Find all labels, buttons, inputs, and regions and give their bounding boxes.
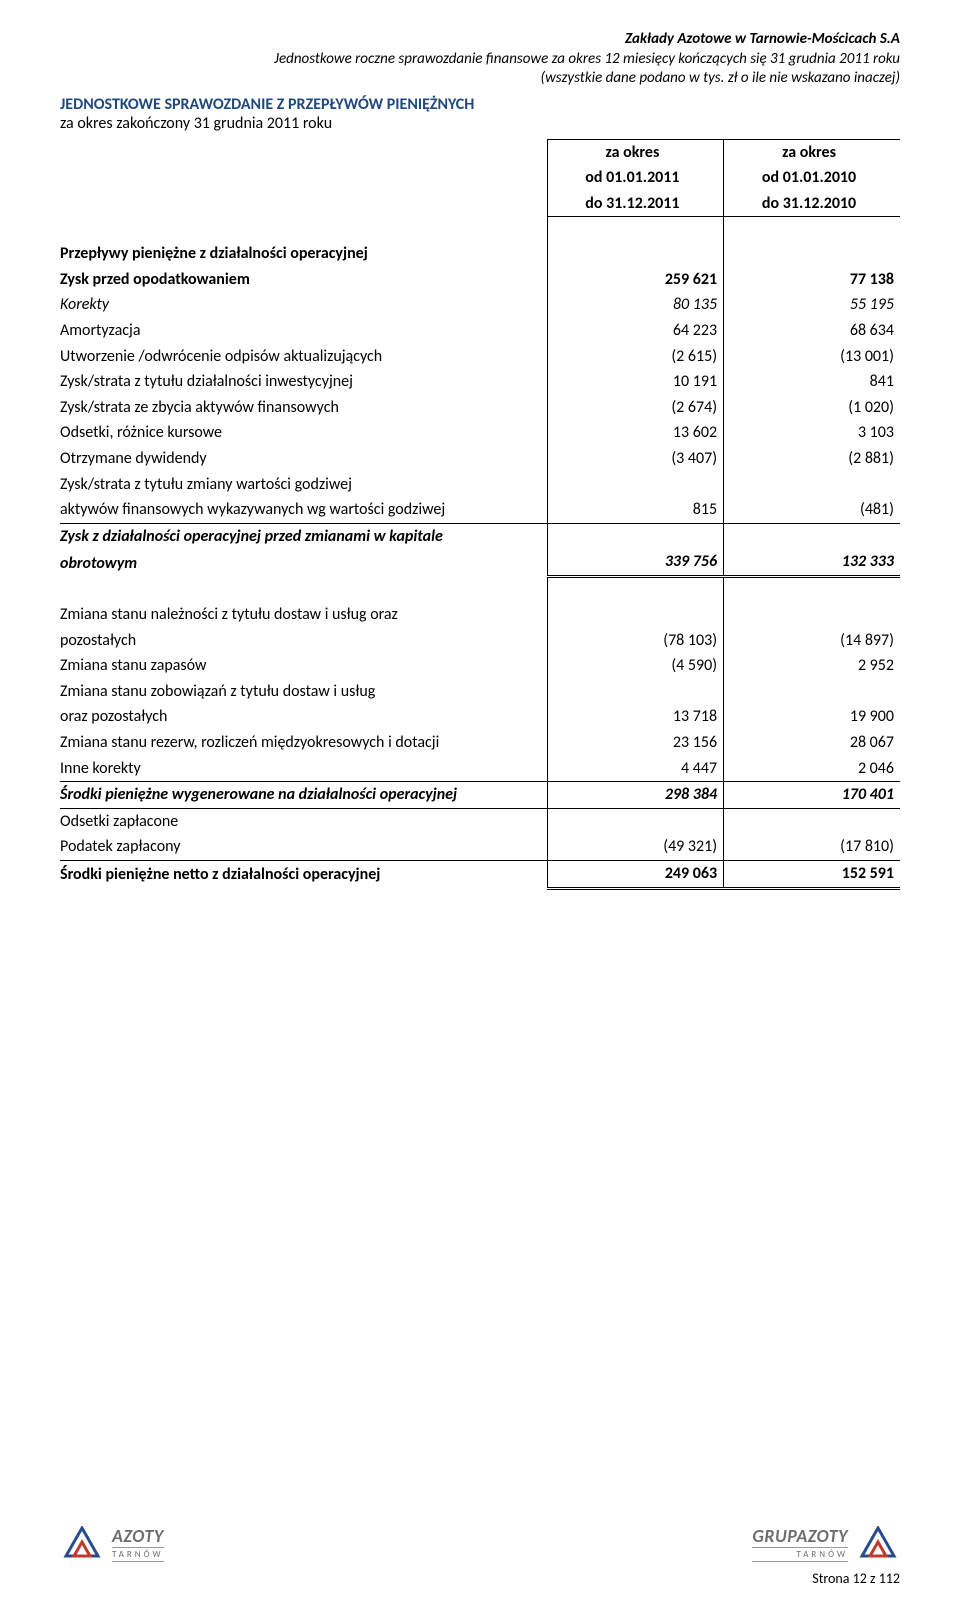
total-row: Środki pieniężne netto z działalności op… — [60, 860, 900, 888]
table-row: Zmiana stanu należności z tytułu dostaw … — [60, 602, 900, 628]
subtotal-row: Środki pieniężne wygenerowane na działal… — [60, 782, 900, 809]
col2-l3: do 31.12.2010 — [724, 191, 900, 217]
table-row: Inne korekty 4 447 2 046 — [60, 756, 900, 782]
table-row: aktywów finansowych wykazywanych wg wart… — [60, 497, 900, 523]
col1-l3: do 31.12.2011 — [547, 191, 723, 217]
header-line2: Jednostkowe roczne sprawozdanie finansow… — [60, 50, 900, 70]
table-row: Zmiana stanu zobowiązań z tytułu dostaw … — [60, 679, 900, 705]
subtotal-row: obrotowym 339 756 132 333 — [60, 549, 900, 576]
col1-l2: od 01.01.2011 — [547, 165, 723, 191]
table-row: Zysk/strata z tytułu zmiany wartości god… — [60, 472, 900, 498]
col2-l2: od 01.01.2010 — [724, 165, 900, 191]
header-line3: (wszystkie dane podano w tys. zł o ile n… — [60, 69, 900, 89]
table-row: Utworzenie /odwrócenie odpisów aktualizu… — [60, 344, 900, 370]
table-row: Zmiana stanu zapasów (4 590) 2 952 — [60, 653, 900, 679]
logo-right: GRUPAZOTY TARNÓW — [752, 1525, 900, 1562]
table-row: Podatek zapłacony (49 321) (17 810) — [60, 834, 900, 860]
cashflow-table: za okres za okres od 01.01.2011 od 01.01… — [60, 139, 900, 890]
statement-subtitle: za okres zakończony 31 grudnia 2011 roku — [60, 114, 900, 133]
col2-l1: za okres — [724, 139, 900, 165]
table-row: Odsetki, różnice kursowe 13 602 3 103 — [60, 420, 900, 446]
logo-left: AZOTY TARNÓW — [60, 1525, 164, 1562]
column-header-row: od 01.01.2011 od 01.01.2010 — [60, 165, 900, 191]
table-row: Odsetki zapłacone — [60, 808, 900, 834]
col1-l1: za okres — [547, 139, 723, 165]
column-header-row: do 31.12.2011 do 31.12.2010 — [60, 191, 900, 217]
table-row: Zysk/strata ze zbycia aktywów finansowyc… — [60, 395, 900, 421]
table-row: Zmiana stanu rezerw, rozliczeń międzyokr… — [60, 730, 900, 756]
table-row: Otrzymane dywidendy (3 407) (2 881) — [60, 446, 900, 472]
table-row: oraz pozostałych 13 718 19 900 — [60, 704, 900, 730]
table-row: Zysk/strata z tytułu działalności inwest… — [60, 369, 900, 395]
table-row: Amortyzacja 64 223 68 634 — [60, 318, 900, 344]
logo-grupa-icon — [856, 1526, 900, 1562]
document-header: Zakłady Azotowe w Tarnowie-Mościcach S.A… — [60, 30, 900, 89]
table-row: Korekty 80 135 55 195 — [60, 292, 900, 318]
header-company: Zakłady Azotowe w Tarnowie-Mościcach S.A — [60, 30, 900, 50]
logo-right-main: GRUPAZOTY — [752, 1525, 848, 1547]
logo-left-main: AZOTY — [112, 1525, 164, 1547]
table-row: Zysk przed opodatkowaniem 259 621 77 138 — [60, 267, 900, 293]
table-row: pozostałych (78 103) (14 897) — [60, 628, 900, 654]
page-number: Strona 12 z 112 — [60, 1570, 900, 1587]
section1-heading: Przepływy pieniężne z działalności opera… — [60, 241, 547, 267]
statement-title: JEDNOSTKOWE SPRAWOZDANIE Z PRZEPŁYWÓW PI… — [60, 95, 900, 114]
subtotal-row: Zysk z działalności operacyjnej przed zm… — [60, 523, 900, 549]
section-heading-row: Przepływy pieniężne z działalności opera… — [60, 241, 900, 267]
logo-left-sub: TARNÓW — [112, 1547, 164, 1562]
logo-right-sub: TARNÓW — [752, 1547, 848, 1562]
column-header-row: za okres za okres — [60, 139, 900, 165]
page-footer: AZOTY TARNÓW GRUPAZOTY TARNÓW Strona 12 … — [60, 1525, 900, 1587]
logo-azoty-icon — [60, 1526, 104, 1562]
